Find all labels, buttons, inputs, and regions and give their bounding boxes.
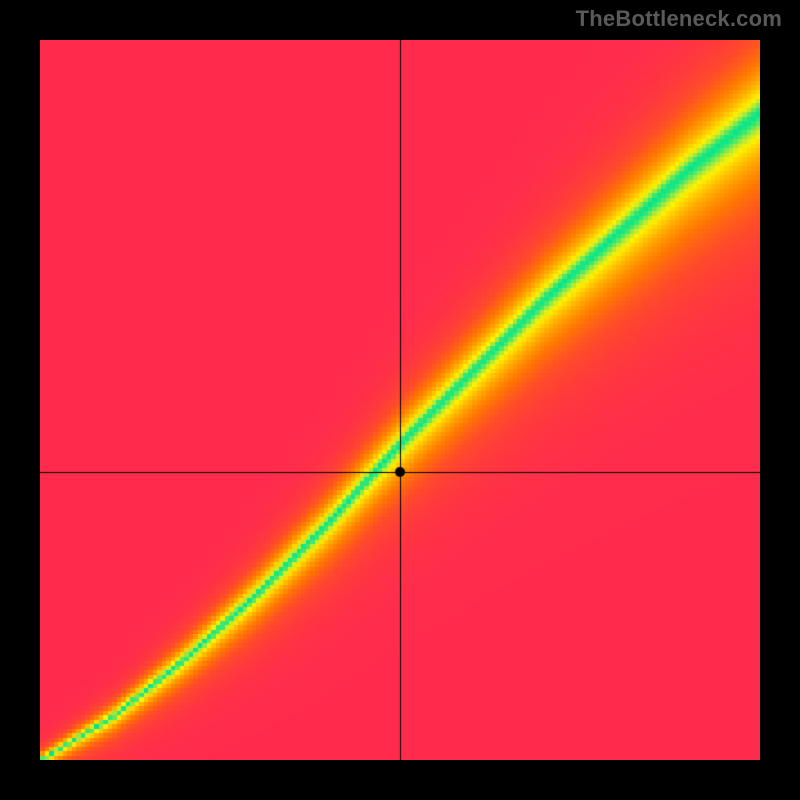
watermark-text: TheBottleneck.com xyxy=(576,6,782,32)
bottleneck-heatmap xyxy=(40,40,760,760)
